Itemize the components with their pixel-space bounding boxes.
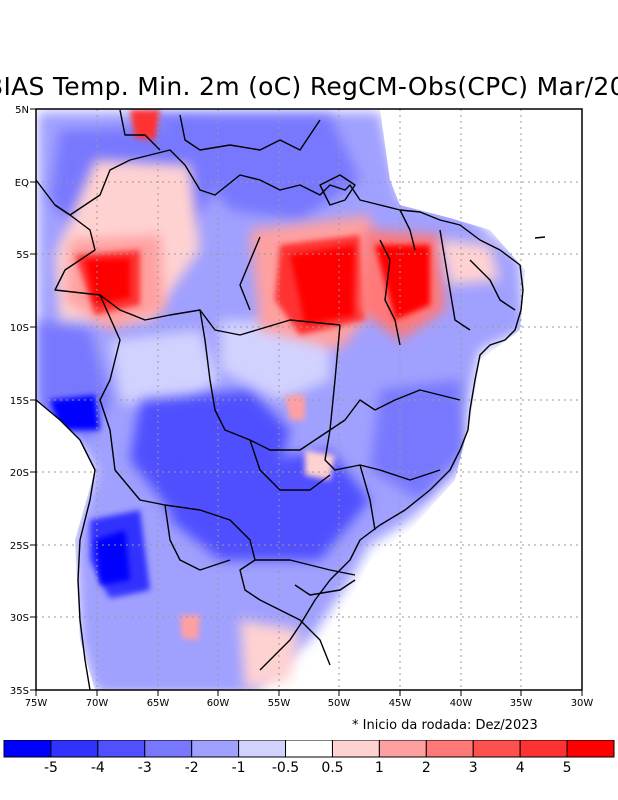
- colorbar-box: [378, 740, 427, 758]
- colorbar-box: [50, 740, 99, 758]
- colorbar-label: 5: [563, 760, 572, 776]
- x-tick-label: 75W: [25, 698, 48, 709]
- colorbar-box: [331, 740, 380, 758]
- lat-lon-grid: [36, 109, 582, 690]
- x-tick-label: 30W: [571, 698, 594, 709]
- colorbar-label: -1: [232, 760, 246, 776]
- colorbar-label: -5: [44, 760, 58, 776]
- colorbar-box: [285, 740, 333, 758]
- y-tick-label: 10S: [10, 323, 29, 334]
- x-tick-label: 55W: [268, 698, 291, 709]
- colorbar-box: [97, 740, 146, 758]
- colorbar-label: -4: [91, 760, 105, 776]
- colorbar-label: 3: [469, 760, 478, 776]
- footnote: * Inicio da rodada: Dez/2023: [352, 718, 538, 733]
- colorbar-label: 2: [422, 760, 431, 776]
- x-tick-label: 65W: [147, 698, 170, 709]
- colorbar-boxes: [3, 740, 615, 758]
- colorbar-label: -2: [185, 760, 199, 776]
- colorbar-box: [238, 740, 287, 758]
- y-tick-label: 35S: [10, 686, 29, 697]
- colorbar-label: 1: [375, 760, 384, 776]
- colorbar-label: -0.5: [272, 760, 299, 776]
- y-tick-label: 15S: [10, 396, 29, 407]
- axis-ticks: [30, 108, 583, 696]
- colorbar-box: [3, 740, 52, 758]
- x-tick-label: 50W: [328, 698, 351, 709]
- y-tick-label: 25S: [10, 541, 29, 552]
- y-tick-label: 5N: [15, 105, 29, 116]
- x-tick-label: 45W: [389, 698, 412, 709]
- colorbar-box: [519, 740, 568, 758]
- colorbar-labels: -5 -4 -3 -2 -1 -0.5 0.5 1 2 3 4 5: [44, 760, 572, 776]
- colorbar-box: [144, 740, 193, 758]
- colorbar-box: [566, 740, 615, 758]
- colorbar: -5 -4 -3 -2 -1 -0.5 0.5 1 2 3 4 5: [3, 740, 615, 776]
- colorbar-box: [191, 740, 240, 758]
- bias-map: 75W 70W 65W 60W 55W 50W 45W 40W 35W 30W …: [10, 105, 594, 709]
- y-tick-label: EQ: [15, 178, 29, 189]
- colorbar-box: [472, 740, 521, 758]
- y-tick-labels: 5N EQ 5S 10S 15S 20S 25S 30S 35S: [10, 105, 29, 697]
- map-title: BIAS Temp. Min. 2m (oC) RegCM-Obs(CPC) M…: [0, 72, 618, 106]
- colorbar-box: [425, 740, 474, 758]
- y-tick-label: 30S: [10, 613, 29, 624]
- colorbar-label: 0.5: [321, 760, 343, 776]
- anomaly-field: [38, 110, 525, 690]
- map-plot-area: [36, 109, 582, 690]
- y-tick-label: 5S: [16, 250, 29, 261]
- x-tick-label: 40W: [450, 698, 473, 709]
- y-tick-label: 20S: [10, 468, 29, 479]
- x-tick-label: 70W: [86, 698, 109, 709]
- colorbar-label: 4: [516, 760, 525, 776]
- colorbar-label: -3: [138, 760, 152, 776]
- x-tick-labels: 75W 70W 65W 60W 55W 50W 45W 40W 35W 30W: [25, 698, 594, 709]
- map-title-text: BIAS Temp. Min. 2m (oC) RegCM-Obs(CPC) M…: [0, 72, 618, 101]
- coastline-borders: [36, 109, 546, 690]
- x-tick-label: 60W: [207, 698, 230, 709]
- x-tick-label: 35W: [510, 698, 533, 709]
